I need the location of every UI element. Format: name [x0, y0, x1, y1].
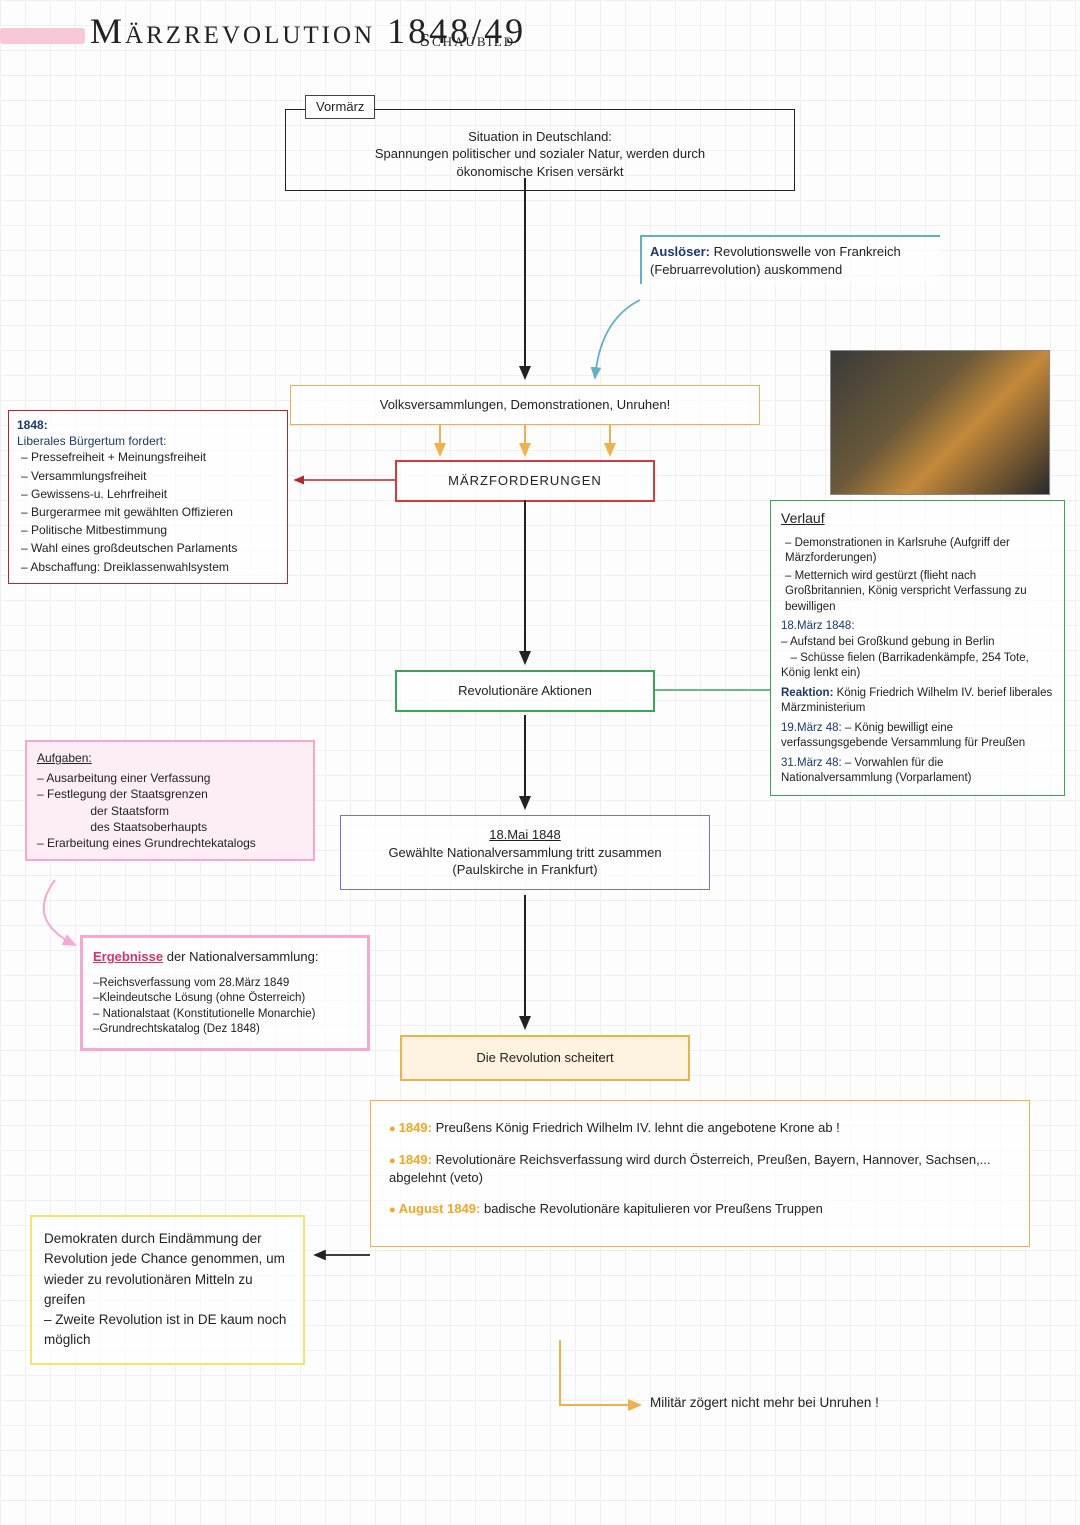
maerzforderungen-text: MÄRZFORDERUNGEN	[448, 473, 602, 488]
scheitert-text: Die Revolution scheitert	[476, 1050, 613, 1065]
ergebnisse-list: –Reichsverfassung vom 28.März 1849 –Klei…	[93, 976, 357, 1038]
verlauf-reaktion-label: Reaktion:	[781, 687, 833, 699]
national-date: 18.Mai 1848	[489, 827, 561, 842]
aufgaben-title: Aufgaben:	[37, 750, 303, 766]
ergebnisse-title-rest: der Nationalversammlung:	[167, 949, 319, 964]
national-box: 18.Mai 1848 Gewählte Nationalversammlung…	[340, 815, 710, 890]
ausloeser-label: Auslöser:	[650, 244, 710, 259]
verlauf-box: Verlauf Demonstrationen in Karlsruhe (Au…	[770, 500, 1065, 796]
demokraten-box: Demokraten durch Eindämmung der Revoluti…	[30, 1215, 305, 1365]
maerzforderungen-box: MÄRZFORDERUNGEN	[395, 460, 655, 502]
aufgaben-box: Aufgaben: – Ausarbeitung einer Verfassun…	[25, 740, 315, 861]
ergebnisse-box: Ergebnisse der Nationalversammlung: –Rei…	[80, 935, 370, 1051]
consequences-box: 1849: Preußens König Friedrich Wilhelm I…	[370, 1100, 1030, 1247]
fordert-list: Pressefreiheit + Meinungsfreiheit Versam…	[17, 449, 279, 574]
vormarz-text: Situation in Deutschland:Spannungen poli…	[375, 129, 705, 179]
national-text: Gewählte Nationalversammlung tritt zusam…	[388, 845, 661, 878]
revolutionaere-box: Revolutionäre Aktionen	[395, 670, 655, 712]
scheitert-box: Die Revolution scheitert	[400, 1035, 690, 1081]
volks-text: Volksversammlungen, Demonstrationen, Unr…	[380, 397, 670, 412]
fordert-box: 1848: Liberales Bürgertum fordert: Press…	[8, 410, 288, 584]
revolutionaere-text: Revolutionäre Aktionen	[458, 683, 592, 698]
volks-box: Volksversammlungen, Demonstrationen, Unr…	[290, 385, 760, 425]
page-subtitle: Schaubild	[420, 30, 515, 51]
fordert-header: 1848:	[17, 418, 48, 432]
title-highlight	[0, 28, 85, 44]
verlauf-list: Demonstrationen in Karlsruhe (Aufgriff d…	[781, 536, 1054, 616]
fordert-subheader: Liberales Bürgertum fordert:	[17, 434, 166, 448]
ausloeser-box: Auslöser: Revolutionswelle von Frankreic…	[640, 235, 940, 284]
militaer-note: Militär zögert nicht mehr bei Unruhen !	[650, 1395, 930, 1410]
aufgaben-list: – Ausarbeitung einer Verfassung – Festle…	[37, 770, 303, 851]
vormarz-label: Vormärz	[305, 95, 375, 119]
verlauf-title: Verlauf	[781, 509, 1054, 528]
demokraten-text: Demokraten durch Eindämmung der Revoluti…	[44, 1231, 286, 1347]
vormarz-box: Vormärz Situation in Deutschland:Spannun…	[285, 85, 795, 191]
ergebnisse-title-bold: Ergebnisse	[93, 949, 163, 964]
verlauf-d1-label: 18.März 1848:	[781, 620, 855, 632]
scheitert-points: 1849: Preußens König Friedrich Wilhelm I…	[389, 1119, 1011, 1218]
revolution-image	[830, 350, 1050, 495]
